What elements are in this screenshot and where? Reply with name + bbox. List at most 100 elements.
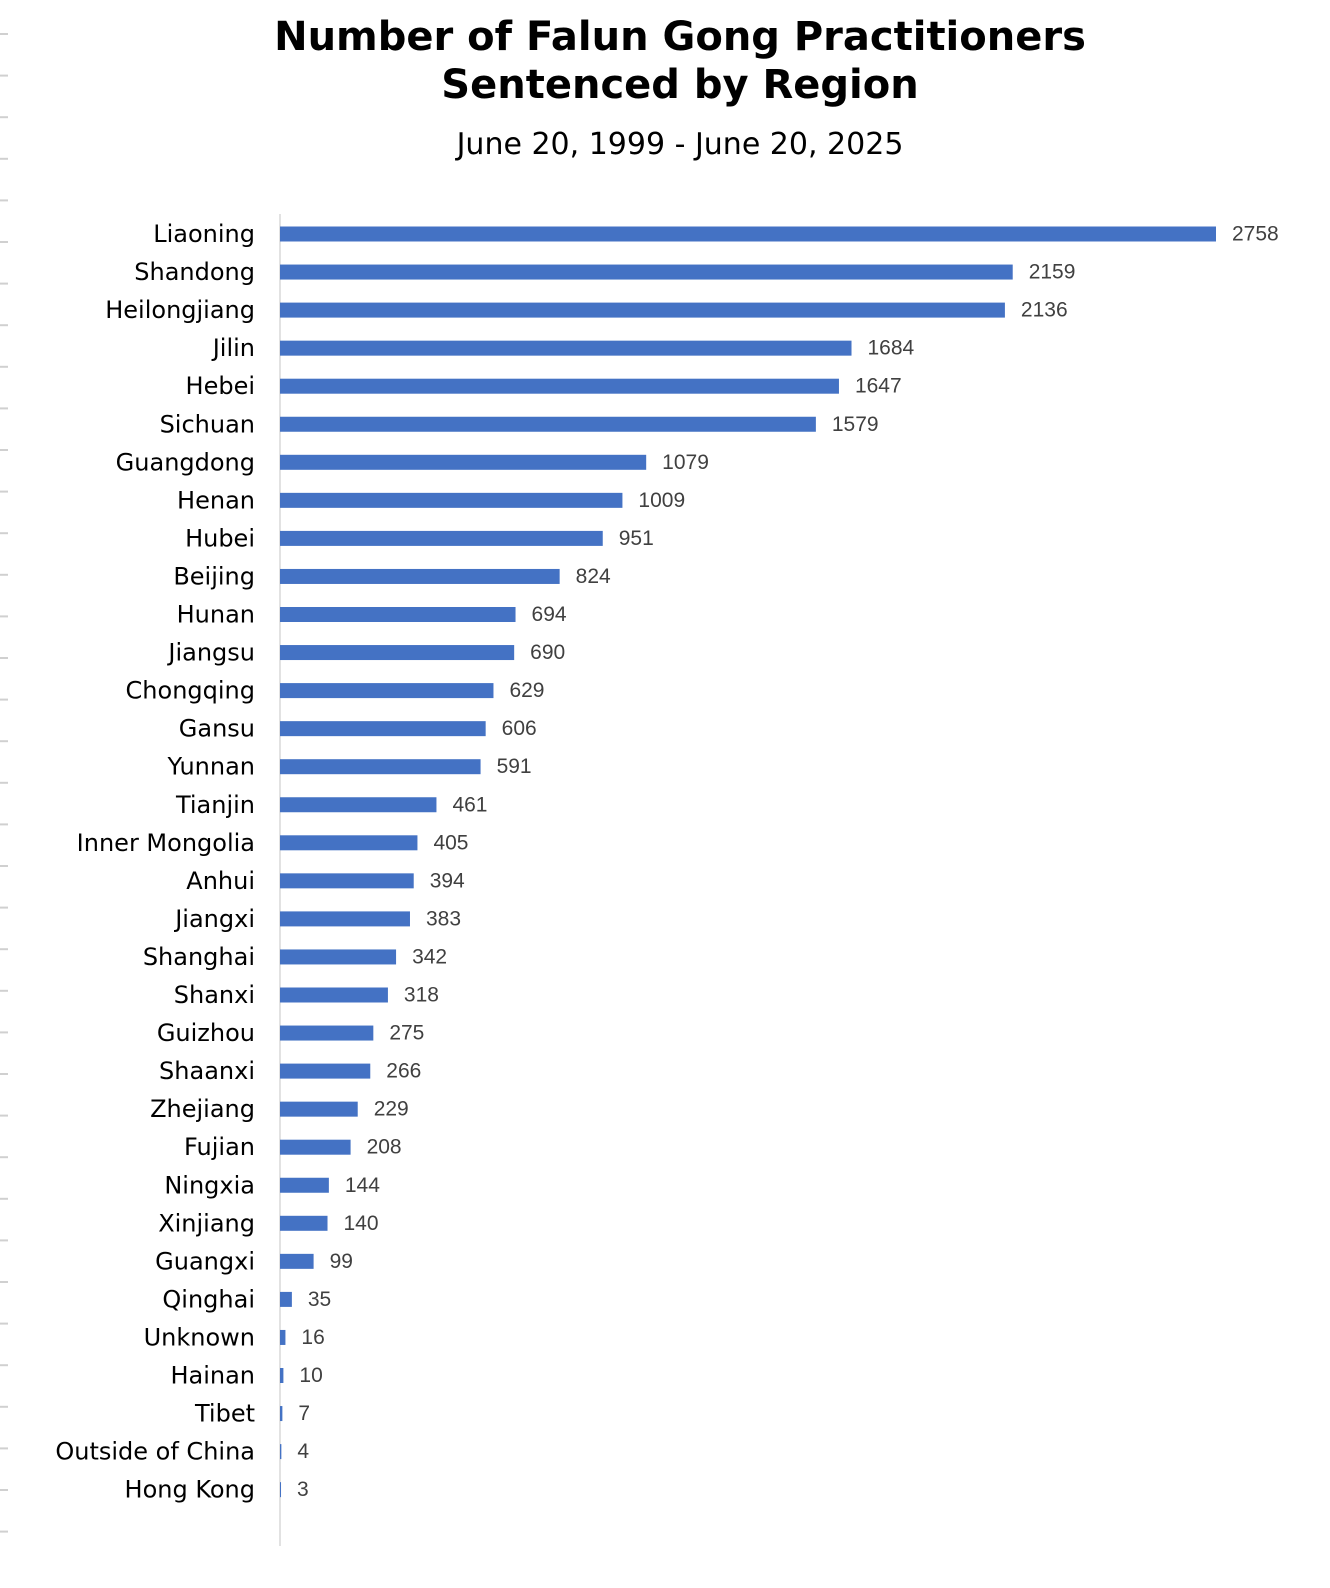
category-label: Hong Kong (125, 1476, 255, 1504)
value-label: 606 (502, 717, 537, 740)
bar (280, 987, 388, 1003)
value-label: 405 (433, 831, 468, 854)
value-label: 342 (412, 945, 447, 968)
value-label: 99 (330, 1250, 353, 1273)
value-label: 35 (308, 1288, 331, 1311)
bar (280, 1329, 286, 1345)
value-label: 275 (389, 1022, 424, 1045)
value-label: 2758 (1232, 223, 1279, 246)
bar (280, 1139, 351, 1155)
value-label: 10 (299, 1364, 322, 1387)
category-label: Henan (177, 486, 255, 514)
bar (280, 1215, 328, 1231)
value-label: 394 (430, 869, 465, 892)
category-label: Sichuan (160, 410, 255, 438)
value-label: 229 (374, 1098, 409, 1121)
bar (280, 949, 397, 965)
chart-title-line-2: Sentenced by Region (441, 62, 919, 108)
category-label: Tianjin (175, 791, 255, 819)
bar (280, 1406, 283, 1422)
value-label: 951 (619, 527, 654, 550)
value-label: 461 (452, 793, 487, 816)
bar (280, 835, 418, 851)
category-label: Fujian (184, 1133, 255, 1161)
category-label: Hebei (186, 372, 255, 400)
category-label: Shanghai (143, 943, 255, 971)
bar (280, 1177, 329, 1193)
value-label: 1647 (855, 375, 902, 398)
category-label: Shanxi (174, 981, 255, 1009)
value-label: 1684 (868, 337, 915, 360)
value-label: 2159 (1029, 261, 1076, 284)
category-label: Qinghai (162, 1285, 255, 1313)
category-label: Outside of China (55, 1438, 255, 1466)
bar (280, 1368, 284, 1383)
category-label: Hunan (177, 601, 255, 629)
category-label: Heilongjiang (105, 296, 255, 324)
category-label: Jiangsu (166, 639, 255, 667)
value-label: 591 (497, 755, 532, 778)
category-label: Jiangxi (173, 905, 255, 933)
bar (280, 340, 852, 356)
category-label: Hainan (170, 1362, 255, 1390)
bar (280, 226, 1216, 242)
bar (280, 1444, 282, 1460)
category-label: Beijing (173, 562, 255, 590)
bar (280, 607, 516, 622)
category-label: Zhejiang (150, 1095, 255, 1123)
value-label: 2136 (1021, 299, 1068, 322)
bar (280, 645, 515, 661)
value-label: 4 (297, 1440, 309, 1463)
value-label: 140 (344, 1212, 379, 1235)
category-label: Shandong (134, 258, 255, 286)
value-label: 629 (509, 679, 544, 702)
bar (280, 416, 816, 432)
category-label: Gansu (179, 715, 255, 743)
value-label: 3 (297, 1478, 309, 1501)
category-label: Anhui (186, 867, 255, 895)
bar (280, 721, 486, 737)
bar (280, 1101, 358, 1117)
category-label: Tibet (194, 1400, 255, 1428)
value-label: 1009 (638, 489, 685, 512)
bar (280, 1291, 292, 1307)
value-label: 694 (532, 603, 567, 626)
value-label: 208 (367, 1136, 402, 1159)
category-label: Guangdong (116, 448, 255, 476)
value-label: 318 (404, 984, 439, 1007)
value-label: 690 (530, 641, 565, 664)
chart-subtitle: June 20, 1999 - June 20, 2025 (456, 127, 904, 162)
bar (280, 1482, 282, 1498)
value-label: 7 (298, 1402, 310, 1425)
bar (280, 264, 1013, 280)
category-label: Yunnan (167, 753, 255, 781)
value-label: 16 (301, 1326, 324, 1349)
bar (280, 759, 481, 775)
category-label: Shaanxi (159, 1057, 255, 1085)
category-label: Inner Mongolia (77, 829, 255, 857)
value-label: 266 (386, 1060, 421, 1083)
category-label: Guangxi (155, 1247, 255, 1275)
category-label: Guizhou (157, 1019, 255, 1047)
bar (280, 1063, 371, 1079)
bar (280, 530, 603, 546)
bar (280, 378, 839, 394)
category-label: Chongqing (126, 677, 255, 705)
bar (280, 568, 560, 584)
chart-title-line-1: Number of Falun Gong Practitioners (274, 14, 1086, 60)
category-label: Xinjiang (158, 1209, 255, 1237)
category-label: Ningxia (164, 1171, 255, 1199)
bar (280, 911, 410, 927)
bar (280, 683, 494, 699)
category-label: Liaoning (153, 220, 255, 248)
bar (280, 797, 437, 813)
category-label: Unknown (144, 1323, 255, 1351)
bar (280, 454, 647, 470)
value-label: 824 (576, 565, 611, 588)
bar (280, 492, 623, 508)
value-label: 1079 (662, 451, 709, 474)
value-label: 144 (345, 1174, 380, 1197)
bar (280, 1253, 314, 1269)
